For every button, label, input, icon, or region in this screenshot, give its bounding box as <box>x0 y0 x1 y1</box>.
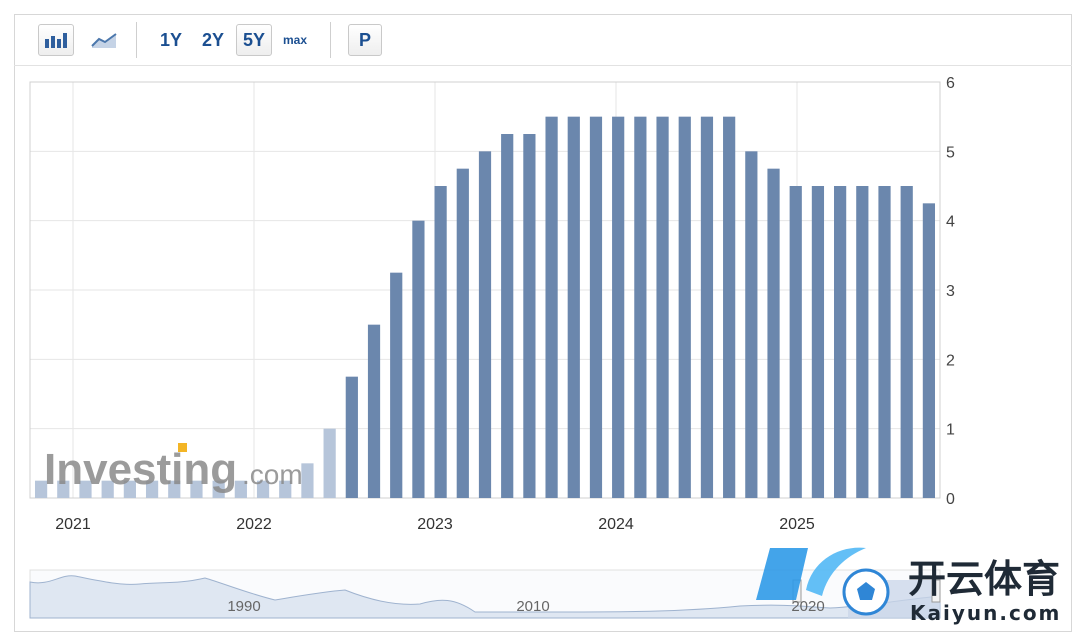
bar[interactable] <box>545 116 558 499</box>
bar[interactable] <box>745 151 758 499</box>
range-max-button[interactable]: max <box>282 33 308 47</box>
y-tick-label: 0 <box>946 491 955 508</box>
bar[interactable] <box>723 116 736 499</box>
navigator-handle-right[interactable] <box>931 579 941 603</box>
bar[interactable] <box>434 186 447 498</box>
bar[interactable] <box>589 116 603 499</box>
bar[interactable] <box>922 203 936 499</box>
kaiyun-swoosh <box>806 547 866 596</box>
bar[interactable] <box>168 480 181 498</box>
bar[interactable] <box>234 480 247 498</box>
investing-logo-dotcom: .com <box>242 459 303 490</box>
bar[interactable] <box>123 480 136 498</box>
navigator-label-2020: 2020 <box>791 598 824 615</box>
investing-logo-accent <box>178 443 187 452</box>
bar[interactable] <box>767 168 780 498</box>
bar[interactable] <box>190 480 203 498</box>
navigator: 1990 2010 2020 <box>29 569 941 619</box>
navigator-label-1990: 1990 <box>227 598 260 615</box>
bar[interactable] <box>145 480 159 498</box>
y-axis-ticks: 0 1 2 3 4 5 6 <box>946 75 955 508</box>
bar[interactable] <box>323 428 336 498</box>
bars <box>34 116 936 499</box>
bar-chart-button[interactable] <box>38 24 74 56</box>
area-chart-icon <box>91 33 117 48</box>
investing-logo-text: Investing <box>44 445 237 494</box>
navigator-history-area <box>29 575 941 619</box>
y-tick-label: 3 <box>946 283 955 300</box>
toolbar-separator <box>330 22 331 58</box>
kaiyun-url-text: Kaiyun.com <box>910 601 1061 625</box>
bar[interactable] <box>345 376 358 498</box>
bar[interactable] <box>834 186 847 498</box>
bar[interactable] <box>878 186 891 498</box>
y-tick-label: 1 <box>946 422 955 439</box>
investing-watermark: Investing .com <box>44 443 303 494</box>
y-tick-label: 4 <box>946 214 955 231</box>
x-tick-label: 2024 <box>598 516 634 533</box>
navigator-label-2010: 2010 <box>516 598 549 615</box>
x-tick-label: 2025 <box>779 516 815 533</box>
bar[interactable] <box>279 480 292 498</box>
bar[interactable] <box>567 116 580 499</box>
toolbar-separator <box>136 22 137 58</box>
bar[interactable] <box>256 480 270 498</box>
kaiyun-brand-text: 开云体育 <box>908 557 1060 601</box>
bar[interactable] <box>101 480 114 498</box>
bar[interactable] <box>634 116 647 499</box>
x-tick-label: 2022 <box>236 516 272 533</box>
kaiyun-watermark: 开云体育 Kaiyun.com <box>756 547 1061 625</box>
bar[interactable] <box>501 134 514 498</box>
chart-frame <box>14 14 1072 632</box>
bar[interactable] <box>367 324 381 498</box>
bar-chart-icon <box>45 33 67 48</box>
bar[interactable] <box>612 116 625 499</box>
bar[interactable] <box>900 186 913 498</box>
bar[interactable] <box>523 134 536 498</box>
y-tick-label: 5 <box>946 144 955 161</box>
area-chart-button[interactable] <box>86 24 122 56</box>
bar[interactable] <box>478 151 492 499</box>
x-tick-label: 2021 <box>55 516 91 533</box>
p-button[interactable]: P <box>348 24 382 56</box>
soccer-ball-patch <box>857 582 875 600</box>
x-tick-label: 2023 <box>417 516 453 533</box>
bar[interactable] <box>34 480 48 498</box>
y-tick-label: 6 <box>946 75 955 92</box>
bar[interactable] <box>811 186 825 498</box>
bar[interactable] <box>456 168 469 498</box>
kaiyun-k-logo <box>756 548 808 600</box>
bar[interactable] <box>700 116 714 499</box>
bar[interactable] <box>79 480 92 498</box>
bar[interactable] <box>412 220 425 498</box>
bar[interactable] <box>212 480 225 498</box>
range-2y-button[interactable]: 2Y <box>201 29 225 50</box>
bar[interactable] <box>678 116 691 499</box>
bar[interactable] <box>789 186 802 498</box>
bar[interactable] <box>301 463 314 498</box>
bar[interactable] <box>57 480 70 498</box>
bar[interactable] <box>856 186 869 498</box>
range-1y-button[interactable]: 1Y <box>159 29 183 50</box>
chart-toolbar: 1Y 2Y 5Y max P <box>14 14 1072 66</box>
range-5y-button[interactable]: 5Y <box>236 24 272 56</box>
y-tick-label: 2 <box>946 352 955 369</box>
bar[interactable] <box>390 272 403 498</box>
x-axis-ticks: 2021 2022 2023 2024 2025 <box>55 516 815 533</box>
bar[interactable] <box>656 116 669 499</box>
